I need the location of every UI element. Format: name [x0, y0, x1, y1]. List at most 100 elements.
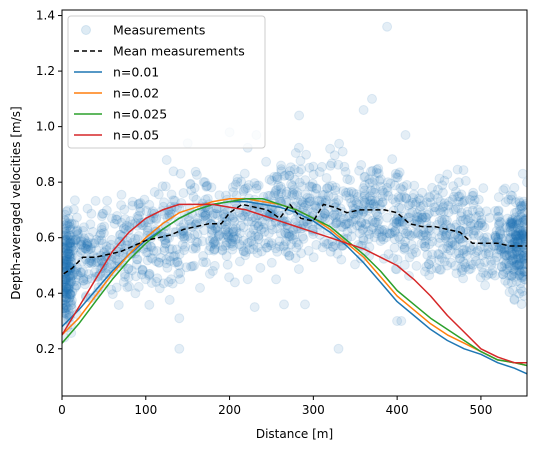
scatter-point — [251, 180, 262, 191]
scatter-point — [367, 165, 378, 176]
scatter-point — [190, 166, 201, 177]
scatter-point — [411, 215, 422, 225]
scatter-point — [190, 242, 201, 252]
scatter-point — [62, 303, 68, 314]
scatter-point — [359, 195, 370, 206]
scatter-point — [238, 186, 249, 197]
scatter-point — [378, 187, 389, 198]
scatter-point — [420, 266, 430, 277]
scatter-point — [487, 268, 498, 279]
scatter-point — [432, 193, 443, 204]
scatter-point — [427, 249, 438, 260]
scatter-point — [447, 240, 458, 251]
scatter-point — [227, 241, 238, 252]
scatter-point — [229, 277, 240, 288]
scatter-point — [279, 170, 290, 181]
scatter-point — [217, 244, 228, 255]
scatter-point — [429, 189, 440, 200]
scatter-point — [348, 208, 359, 219]
scatter-point — [62, 274, 72, 285]
scatter-point — [331, 197, 342, 208]
scatter-point — [460, 262, 471, 273]
scatter-point — [480, 280, 491, 291]
scatter-point — [246, 236, 257, 246]
scatter-point — [434, 249, 444, 260]
scatter-point — [519, 274, 527, 285]
scatter-point — [180, 241, 191, 252]
scatter-point — [520, 215, 527, 225]
scatter-point — [476, 262, 487, 273]
scatter-point — [418, 230, 428, 241]
scatter-point — [442, 260, 453, 271]
scatter-point — [207, 266, 218, 276]
scatter-point — [470, 251, 481, 262]
scatter-point — [66, 271, 77, 281]
scatter-point — [435, 196, 446, 207]
scatter-point — [133, 213, 144, 224]
scatter-point — [82, 239, 93, 249]
scatter-point — [148, 245, 159, 256]
scatter-point — [62, 292, 70, 303]
scatter-point — [169, 195, 180, 206]
scatter-point — [175, 274, 186, 285]
scatter-point — [76, 235, 87, 246]
scatter-point — [62, 256, 70, 267]
scatter-point — [82, 241, 93, 251]
scatter-point — [519, 200, 527, 211]
scatter-point — [463, 264, 474, 275]
scatter-point — [62, 302, 71, 313]
scatter-point — [62, 255, 69, 266]
scatter-point — [354, 221, 365, 231]
scatter-point — [514, 204, 525, 215]
scatter-point — [294, 177, 305, 188]
scatter-point — [269, 171, 280, 182]
scatter-point — [397, 217, 408, 228]
scatter-point — [67, 241, 78, 252]
scatter-point — [284, 231, 295, 242]
scatter-point — [159, 197, 169, 208]
scatter-point — [90, 195, 101, 206]
scatter-point — [509, 295, 520, 305]
scatter-point — [65, 231, 76, 241]
scatter-point — [382, 186, 393, 197]
scatter-point — [167, 244, 178, 255]
scatter-point — [274, 236, 285, 247]
scatter-point — [448, 204, 459, 215]
scatter-point — [62, 276, 71, 287]
scatter-point — [400, 236, 411, 247]
scatter-point — [62, 274, 71, 285]
scatter-point — [514, 217, 525, 228]
scatter-point — [514, 266, 525, 277]
scatter-point — [490, 231, 501, 241]
scatter-point — [62, 223, 72, 234]
scatter-point — [72, 225, 83, 236]
scatter-point — [391, 218, 402, 228]
x-tick-label: 100 — [134, 403, 157, 417]
legend-label-n005: n=0.05 — [113, 128, 159, 143]
scatter-point — [151, 256, 162, 267]
scatter-point — [62, 220, 71, 231]
scatter-point — [239, 211, 250, 222]
scatter-point — [83, 258, 94, 269]
scatter-point — [87, 226, 98, 237]
scatter-point — [451, 186, 461, 197]
scatter-point — [110, 253, 121, 264]
scatter-point — [232, 173, 243, 184]
scatter-point — [64, 230, 75, 241]
scatter-point — [341, 190, 352, 201]
scatter-point — [305, 196, 316, 207]
scatter-point — [64, 288, 75, 299]
scatter-point — [75, 236, 86, 247]
scatter-point — [271, 171, 282, 182]
scatter-point — [109, 218, 120, 229]
scatter-point — [314, 196, 325, 207]
scatter-point — [504, 260, 515, 271]
scatter-point — [298, 202, 309, 213]
scatter-point — [62, 241, 73, 252]
scatter-point — [424, 270, 435, 281]
scatter-point — [434, 173, 445, 184]
scatter-point — [107, 289, 118, 300]
scatter-point — [124, 281, 135, 292]
scatter-point — [389, 180, 400, 191]
scatter-point — [511, 231, 522, 241]
